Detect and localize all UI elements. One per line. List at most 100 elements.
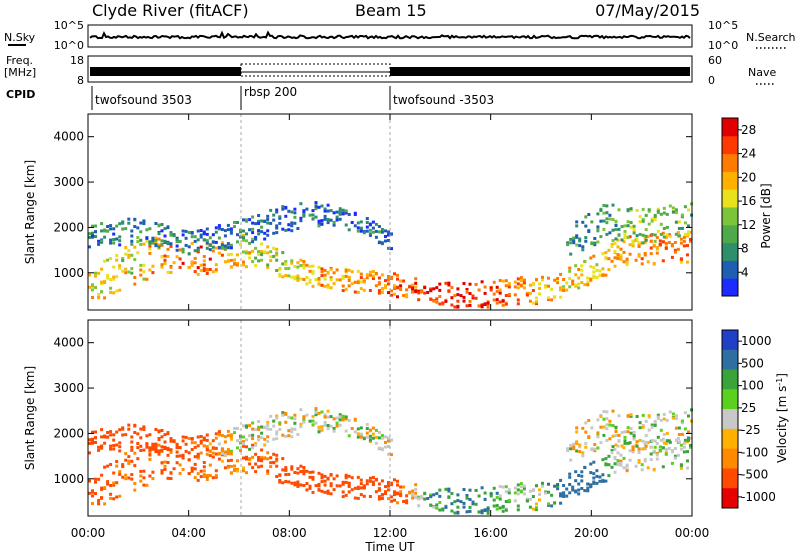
power-cell-b0	[103, 296, 107, 300]
power-cell-b1	[338, 212, 342, 216]
velocity-cell-b0	[154, 442, 158, 446]
velocity-cell-b0	[643, 457, 647, 461]
power-cell-b0	[320, 274, 324, 278]
power-cell-b1	[217, 245, 221, 249]
power-cell-b0	[263, 250, 267, 254]
power-cell-b0	[387, 278, 390, 281]
velocity-cell-b2	[644, 444, 648, 448]
power-cell-b0	[94, 286, 97, 289]
velocity-cell-b0	[601, 473, 605, 477]
velocity-cell-b0	[498, 485, 502, 488]
power-cell-b0	[169, 271, 173, 274]
power-cell-b0	[655, 251, 659, 255]
power-cell-b0	[568, 269, 572, 273]
velocity-cell-b2	[608, 423, 612, 427]
power-cell-b0	[562, 285, 566, 289]
power-cell-b1	[281, 207, 285, 211]
nsearch-tick-bottom: 10^0	[708, 39, 738, 52]
velocity-cell-b0	[471, 500, 475, 504]
power-cell-b0	[217, 251, 221, 255]
nave-tick-bottom: 0	[708, 74, 715, 87]
power-cell-b1	[281, 227, 285, 231]
power-cell-b0	[341, 284, 345, 288]
velocity-cell-b0	[447, 489, 451, 493]
power-cell-b0	[673, 241, 677, 244]
power-cell-b0	[133, 258, 137, 262]
power-cell-b1	[254, 222, 258, 226]
velocity-cell-b1	[172, 440, 176, 444]
velocity-colorbar-label-close: ]	[775, 373, 789, 378]
velocity-cell-b0	[308, 475, 312, 479]
power-cell-b1	[242, 229, 245, 233]
velocity-cell-b0	[109, 492, 113, 496]
power-cell-b2	[638, 232, 642, 236]
power-cell-b0	[281, 275, 285, 279]
velocity-cell-b1	[112, 444, 116, 447]
power-cell-b1	[160, 239, 164, 243]
velocity-cell-b0	[347, 481, 351, 485]
power-cell-b1	[163, 234, 167, 238]
power-cell-b0	[474, 283, 478, 286]
velocity-cell-b1	[190, 437, 194, 440]
velocity-cell-b0	[686, 466, 689, 470]
velocity-cell-b0	[341, 480, 345, 484]
power-cell-b0	[689, 237, 692, 241]
velocity-cell-b1	[217, 451, 221, 455]
velocity-cell-b0	[380, 493, 384, 497]
velocity-cell-b2	[602, 433, 606, 437]
power-cell-b1	[136, 226, 140, 230]
velocity-cell-b0	[556, 487, 560, 491]
velocity-cell-b1	[236, 446, 239, 450]
velocity-cell-b0	[359, 493, 363, 497]
power-cell-b1	[103, 229, 107, 233]
velocity-cell-b0	[245, 445, 248, 449]
power-colorbar-label-2: 12	[741, 218, 756, 232]
power-cell-b0	[670, 244, 674, 248]
velocity-cell-b0	[601, 479, 605, 483]
velocity-cell-b2	[605, 438, 609, 442]
power-cell-b1	[211, 240, 215, 244]
velocity-cell-b1	[317, 411, 321, 415]
power-cell-b0	[468, 299, 472, 303]
velocity-cell-b0	[290, 467, 294, 471]
velocity-cell-b1	[88, 438, 91, 442]
velocity-cell-b1	[257, 425, 261, 429]
velocity-cell-b0	[178, 454, 182, 458]
velocity-cell-b0	[577, 474, 581, 477]
power-cell-b2	[623, 233, 627, 237]
power-cell-b2	[569, 241, 573, 245]
power-cell-b0	[577, 268, 581, 271]
power-cell-b2	[687, 208, 690, 212]
power-cell-b0	[411, 283, 415, 287]
power-cell-b1	[311, 217, 315, 221]
velocity-cell-b2	[687, 438, 690, 442]
velocity-cell-b2	[569, 458, 573, 462]
velocity-cell-b0	[453, 500, 457, 504]
power-cell-b0	[456, 293, 460, 297]
power-cell-b1	[133, 217, 137, 221]
power-cell-b0	[522, 286, 526, 290]
velocity-cell-b0	[166, 453, 170, 457]
velocity-cell-b0	[371, 483, 375, 486]
velocity-cell-b1	[181, 435, 185, 439]
power-cell-b2	[620, 238, 624, 242]
velocity-cell-b1	[335, 424, 339, 428]
power-cell-b0	[399, 287, 403, 290]
velocity-cell-b2	[611, 409, 615, 413]
power-cell-b0	[248, 256, 252, 260]
velocity-cell-b0	[347, 490, 351, 494]
power-cell-b2	[644, 238, 648, 242]
power-cell-b1	[353, 224, 357, 228]
power-cell-b0	[214, 263, 218, 267]
velocity-cell-b1	[290, 427, 294, 431]
velocity-cell-b0	[145, 483, 149, 487]
power-cell-b1	[263, 237, 267, 241]
velocity-cell-b0	[438, 494, 442, 498]
velocity-cell-b0	[387, 484, 390, 487]
velocity-cell-b0	[257, 465, 261, 469]
velocity-cell-b0	[139, 479, 143, 483]
power-cell-b1	[314, 201, 318, 205]
power-cell-b0	[163, 261, 167, 265]
power-cell-b0	[655, 236, 659, 239]
velocity-cell-b1	[226, 429, 230, 433]
